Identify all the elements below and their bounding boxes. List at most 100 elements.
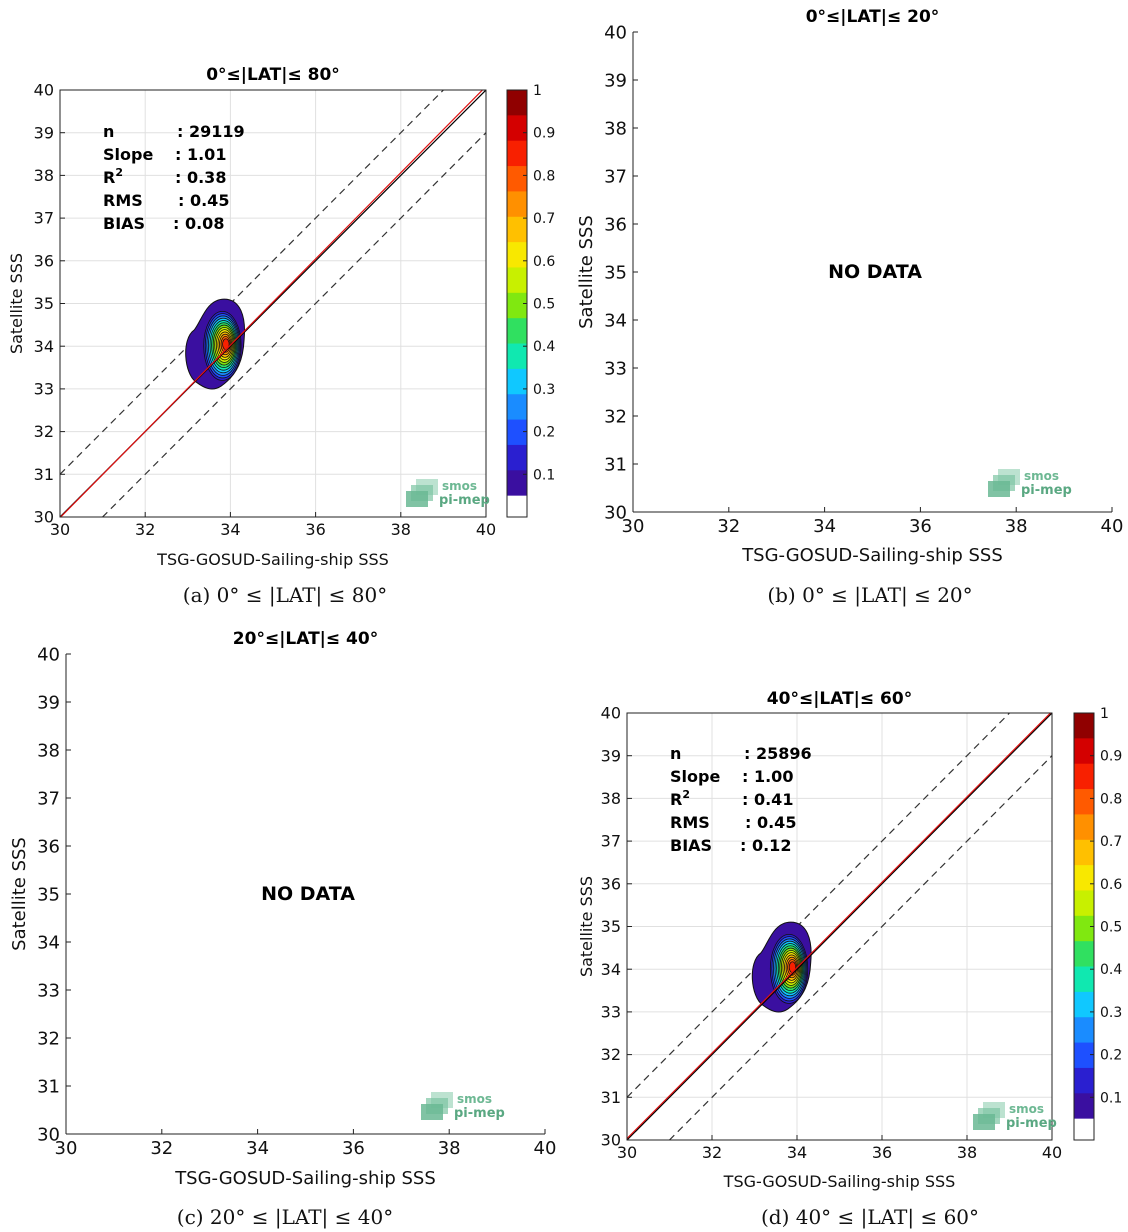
x-tick-label-36: 36 — [909, 516, 932, 537]
x-tick-label-40: 40 — [1101, 516, 1124, 537]
colorbar-band-0 — [507, 90, 527, 116]
colorbar-band-13 — [1074, 1042, 1094, 1069]
y-axis-label-c: Satellite SSS — [9, 837, 30, 951]
y-tick-label-33: 33 — [37, 980, 60, 1001]
logo-text-smos: smos — [442, 479, 477, 493]
colorbar-label-0.3: 0.3 — [533, 382, 555, 398]
y-tick-label-37: 37 — [604, 166, 627, 187]
y-tick-label-33: 33 — [34, 380, 54, 399]
stat-value-n: : 25896 — [744, 744, 812, 763]
no-data-message-b: NO DATA — [828, 261, 922, 283]
logo-mark-front — [973, 1114, 995, 1130]
identity-line — [627, 713, 1052, 1140]
y-tick-label-35: 35 — [601, 917, 621, 936]
colorbar-band-1 — [1074, 738, 1094, 765]
logo-text-smos: smos — [1024, 469, 1059, 483]
x-tick-label-32: 32 — [717, 516, 740, 537]
y-tick-label-34: 34 — [37, 932, 60, 953]
panel-d: 30 32 34 36 38 40 30 31 32 33 34 35 36 37 38 39 40 40°≤|L… — [577, 689, 1122, 1191]
y-tick-label-38: 38 — [604, 118, 627, 139]
chart-title-a: 0°≤|LAT|≤ 80° — [206, 65, 340, 85]
stat-value-r: : 0.41 — [742, 790, 793, 809]
chart-title-d: 40°≤|LAT|≤ 60° — [767, 689, 912, 709]
logo-text-smos: smos — [1009, 1102, 1044, 1116]
y-axis-label-b: Satellite SSS — [576, 215, 597, 329]
y-tick-label-38: 38 — [37, 740, 60, 761]
y-tick-label-39: 39 — [37, 692, 60, 713]
dashed-lower-line — [101, 132, 486, 517]
y-tick-label-35: 35 — [34, 294, 54, 313]
y-tick-label-39: 39 — [601, 746, 621, 765]
colorbar-label-0.5: 0.5 — [1100, 920, 1122, 936]
dashed-lower-line — [668, 755, 1052, 1140]
colorbar-label-0.4: 0.4 — [1100, 962, 1122, 978]
regression-line — [627, 713, 1052, 1139]
caption-b: (b) 0° ≤ |LAT| ≤ 20° — [767, 583, 973, 607]
colorbar-band-6 — [507, 242, 527, 268]
y-tick-label-37: 37 — [34, 209, 54, 228]
x-tick-label-36: 36 — [305, 520, 325, 539]
colorbar-label-0.9: 0.9 — [533, 126, 555, 142]
y-tick-label-36: 36 — [34, 251, 54, 270]
y-axis-label-d: Satellite SSS — [577, 876, 596, 977]
no-data-message-c: NO DATA — [261, 883, 355, 905]
y-axis-label-a: Satellite SSS — [7, 253, 26, 354]
logo-text-pimep: pi-mep — [1021, 483, 1072, 498]
x-tick-label-36: 36 — [872, 1143, 892, 1162]
y-tick-label-37: 37 — [37, 788, 60, 809]
colorbar-label-0.2: 0.2 — [533, 425, 555, 441]
stat-value-rms: : 0.45 — [745, 813, 796, 832]
x-tick-label-38: 38 — [957, 1143, 977, 1162]
plot-area-a — [60, 90, 486, 517]
x-tick-label-40: 40 — [476, 520, 496, 539]
colorbar-label-0.1: 0.1 — [533, 467, 555, 483]
stat-label-bias: BIAS — [103, 214, 145, 233]
colorbar-label-0.7: 0.7 — [533, 211, 555, 227]
regression-line — [60, 90, 484, 517]
colorbar-band-1 — [507, 115, 527, 142]
y-tick-label-39: 39 — [34, 123, 54, 142]
colorbar-band-0 — [1074, 713, 1094, 739]
colorbar-band-15 — [507, 470, 527, 497]
density-contours — [751, 921, 812, 1013]
colorbar-label-0.9: 0.9 — [1100, 749, 1122, 765]
y-tick-label-32: 32 — [604, 406, 627, 427]
stat-label-slope: Slope — [103, 145, 153, 164]
panel-c: 30 32 34 36 38 40 30 31 32 33 34 35 36 37 38 39 40 20°≤|L… — [9, 629, 556, 1189]
colorbar-band-5 — [507, 216, 527, 243]
x-tick-label-34: 34 — [787, 1143, 807, 1162]
y-tick-label-32: 32 — [601, 1045, 621, 1064]
x-tick-label-32: 32 — [702, 1143, 722, 1162]
y-tick-label-31: 31 — [601, 1088, 621, 1107]
colorbar-label-0.4: 0.4 — [533, 339, 555, 355]
colorbar-label-0.6: 0.6 — [533, 254, 555, 270]
colorbar-label-0.3: 0.3 — [1100, 1005, 1122, 1021]
colorbar-label-0.2: 0.2 — [1100, 1048, 1122, 1064]
panel-a: 30 32 34 36 38 40 30 31 32 33 34 35 36 37 38 39 40 0°≤|LA… — [7, 65, 555, 569]
colorbar-label-0.5: 0.5 — [533, 297, 555, 313]
x-axis-label-d: TSG-GOSUD-Sailing-ship SSS — [723, 1172, 956, 1191]
x-tick-label-32: 32 — [150, 1138, 173, 1159]
stat-value-slope: : 1.01 — [175, 145, 226, 164]
x-axis-label-b: TSG-GOSUD-Sailing-ship SSS — [741, 545, 1003, 566]
logo-text-pimep: pi-mep — [454, 1106, 505, 1121]
y-tick-label-35: 35 — [604, 262, 627, 283]
stat-value-slope: : 1.00 — [742, 767, 793, 786]
colorbar-label-1: 1 — [1100, 706, 1109, 722]
colorbar-band-6 — [1074, 865, 1094, 891]
colorbar-band-8 — [1074, 915, 1094, 942]
colorbar-band-2 — [507, 140, 527, 167]
colorbar-band-15 — [1074, 1093, 1094, 1120]
x-tick-label-30: 30 — [50, 520, 70, 539]
colorbar-band-2 — [1074, 763, 1094, 790]
logo-mark-front — [406, 491, 428, 507]
stat-value-bias: : 0.12 — [740, 836, 791, 855]
chart-title-c: 20°≤|LAT|≤ 40° — [233, 629, 378, 649]
logo-text-pimep: pi-mep — [1006, 1116, 1057, 1131]
logo-text-pimep: pi-mep — [439, 493, 490, 508]
